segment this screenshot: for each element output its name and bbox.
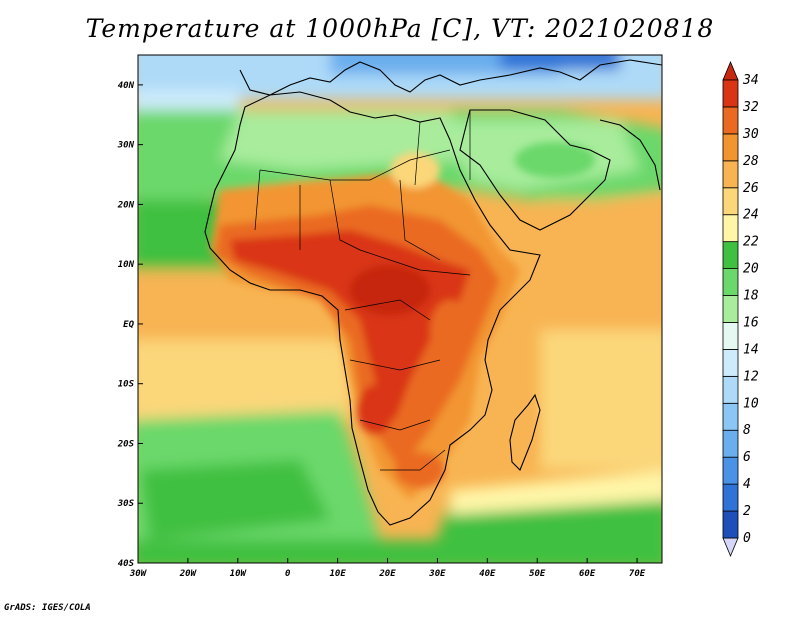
country-borders [254,110,471,471]
asia-coastline [599,119,661,191]
colorbar-swatch [722,429,739,458]
colorbar-swatch [722,456,739,485]
lon-tick-label: 60E [579,569,596,579]
colorbar-label: 24 [743,208,759,223]
temperature-field [138,55,662,563]
lat-tick-label: 10S [118,380,135,390]
map-title: Temperature at 1000hPa [C], VT: 20210208… [85,14,715,43]
colorbar-swatch [722,402,739,431]
colorbar-label: 14 [743,342,759,357]
coastlines [204,59,662,526]
lat-tick-label: 40S [118,559,135,569]
lon-tick-label: 50E [529,569,546,579]
lon-tick-label: 20W [179,569,198,579]
colorbar-swatch [722,483,739,512]
lat-tick-label: 10N [118,260,135,270]
madagascar-coastline [509,393,541,471]
colorbar-over-arrow [722,60,739,81]
colorbar-label: 32 [742,100,759,115]
colorbar-label: 30 [742,127,759,142]
colorbar-swatch [722,349,739,377]
lat-tick-label: 20S [117,439,135,449]
colorbar-label: 18 [743,289,759,304]
lon-tick-label: 10E [329,569,346,579]
latitude-axis: 40N 30N 20N 10N EQ 10S 20S 30S 40S [117,81,143,569]
colorbar-label: 28 [743,154,759,169]
map-frame [137,54,663,564]
longitude-axis: 30W 20W 10W 0 10E 20E 30E 40E 50E 60E 70E [129,558,646,579]
colorbar-label: 8 [743,423,751,438]
europe-coastline [239,59,662,96]
colorbar-swatch [722,79,739,108]
colorbar-swatch [722,160,739,189]
lat-tick-label: 40N [118,81,135,91]
lon-tick-label: 10W [230,569,248,579]
colorbar-label: 22 [743,235,759,250]
colorbar-label: 12 [743,369,759,384]
colorbar-swatch [722,241,739,269]
lon-tick-label: 40E [479,569,496,579]
colorbar-label: 0 [743,531,751,546]
lon-tick-label: 20E [378,569,396,579]
colorbar-swatch [722,375,739,404]
colorbar-swatch [722,133,739,162]
lon-tick-label: 0 [285,569,291,579]
colorbar-swatch [722,322,739,350]
lat-tick-label: 30S [117,499,135,509]
lon-tick-label: 30E [428,569,446,579]
lat-tick-label: 20N [117,200,135,210]
lat-tick-label: EQ [123,320,134,330]
africa-coastline [204,91,541,526]
colorbar-label: 26 [743,181,759,196]
colorbar-label: 6 [743,450,751,465]
lat-tick-label: 30N [117,141,135,151]
lon-tick-label: 70E [629,569,646,579]
colorbar-swatch [722,295,739,323]
colorbar-label: 34 [742,73,759,88]
colorbar-swatch [722,187,739,216]
colorbar-swatch [722,510,739,539]
colorbar-label: 2 [743,504,751,519]
lon-tick-label: 30W [129,569,148,579]
grads-credit: GrADS: IGES/COLA [4,603,91,613]
colorbar-label: 4 [743,477,751,492]
colorbar-swatch [722,106,739,135]
arabia-coastline [459,109,611,231]
colorbar-swatch [722,268,739,296]
colorbar-under-arrow [722,537,739,558]
colorbar-label: 16 [743,315,759,330]
colorbar-label: 20 [743,262,759,277]
colorbar-swatch [722,214,739,243]
colorbar-label: 10 [743,396,759,411]
